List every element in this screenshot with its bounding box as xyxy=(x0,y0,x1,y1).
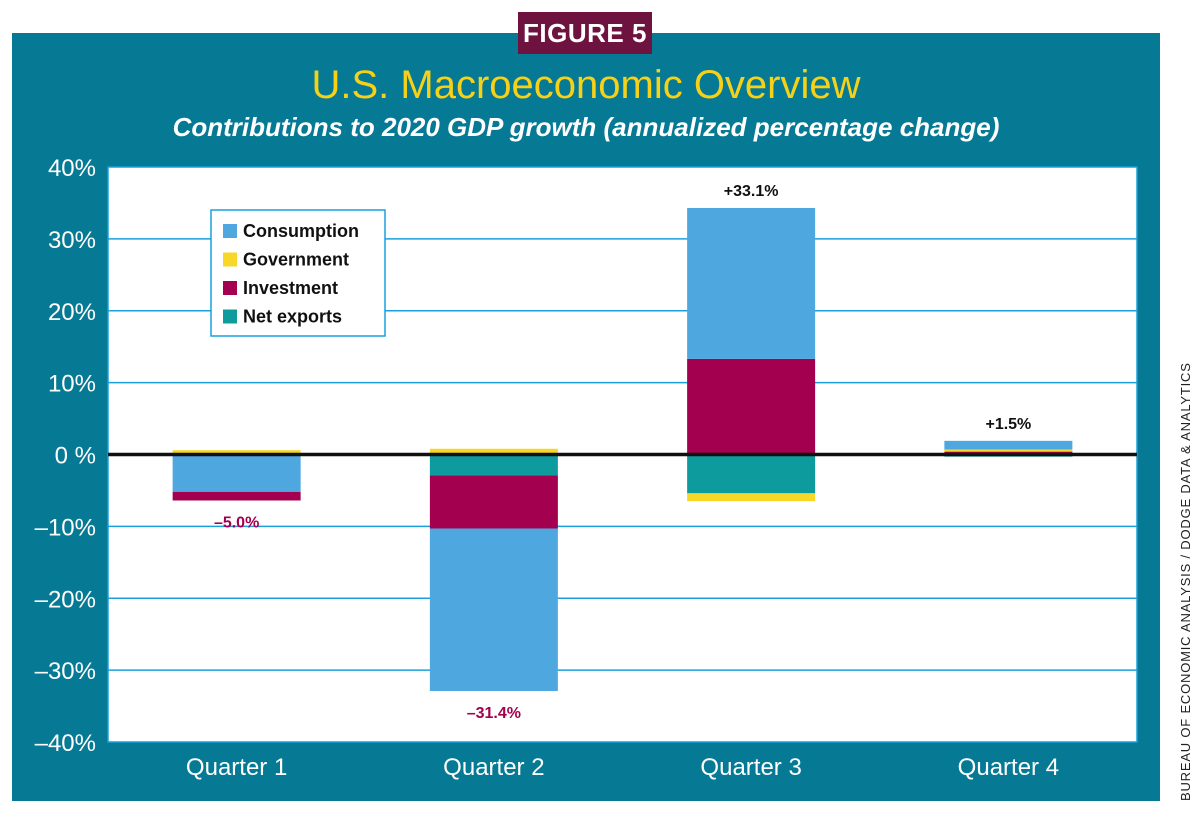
x-tick-label-quarter-4: Quarter 4 xyxy=(958,754,1059,781)
legend-box xyxy=(210,209,386,337)
total-label-quarter-3: +33.1% xyxy=(724,183,779,200)
bar-net-exports-quarter-2 xyxy=(429,454,558,476)
x-tick-label-quarter-1: Quarter 1 xyxy=(186,754,287,781)
y-tick-label: –20% xyxy=(35,586,96,613)
bar-net-exports-quarter-3 xyxy=(687,454,816,494)
y-tick-label: 40% xyxy=(48,155,96,182)
y-tick-label: –40% xyxy=(35,730,96,757)
legend-swatch-investment xyxy=(223,281,237,295)
bar-government-quarter-3 xyxy=(687,493,816,502)
x-tick-label-quarter-2: Quarter 2 xyxy=(443,754,544,781)
bar-government-quarter-4 xyxy=(944,449,1073,452)
y-tick-label: 10% xyxy=(48,371,96,398)
total-label-quarter-1: –5.0% xyxy=(214,515,259,532)
y-tick-label: 0 % xyxy=(55,443,96,470)
bar-consumption-quarter-4 xyxy=(944,440,1073,450)
bar-investment-quarter-2 xyxy=(429,475,558,529)
y-tick-label: –10% xyxy=(35,514,96,541)
total-label-quarter-2: –31.4% xyxy=(467,705,521,722)
bar-investment-quarter-1 xyxy=(172,491,301,501)
legend-label-net-exports: Net exports xyxy=(243,307,342,327)
legend-swatch-consumption xyxy=(223,224,237,238)
x-tick-label-quarter-3: Quarter 3 xyxy=(700,754,801,781)
chart-subtitle: Contributions to 2020 GDP growth (annual… xyxy=(172,112,1000,142)
y-tick-label: 30% xyxy=(48,227,96,254)
bar-consumption-quarter-1 xyxy=(172,454,301,492)
legend-label-government: Government xyxy=(243,250,349,270)
source-credit: BUREAU OF ECONOMIC ANALYSIS / DODGE DATA… xyxy=(1178,362,1193,801)
legend-label-investment: Investment xyxy=(243,278,338,298)
legend-swatch-net-exports xyxy=(223,309,237,324)
y-tick-label: 20% xyxy=(48,299,96,326)
figure-badge: FIGURE 5 xyxy=(518,12,652,54)
bar-government-quarter-2 xyxy=(429,448,558,455)
legend-label-consumption: Consumption xyxy=(243,221,359,241)
bar-government-quarter-1 xyxy=(172,450,301,455)
bar-investment-quarter-3 xyxy=(687,358,816,455)
total-label-quarter-4: +1.5% xyxy=(985,416,1031,433)
bar-consumption-quarter-2 xyxy=(429,528,558,691)
bar-consumption-quarter-3 xyxy=(687,207,816,359)
y-tick-label: –30% xyxy=(35,658,96,685)
chart-title: U.S. Macroeconomic Overview xyxy=(311,63,861,107)
legend-swatch-government xyxy=(223,252,237,267)
